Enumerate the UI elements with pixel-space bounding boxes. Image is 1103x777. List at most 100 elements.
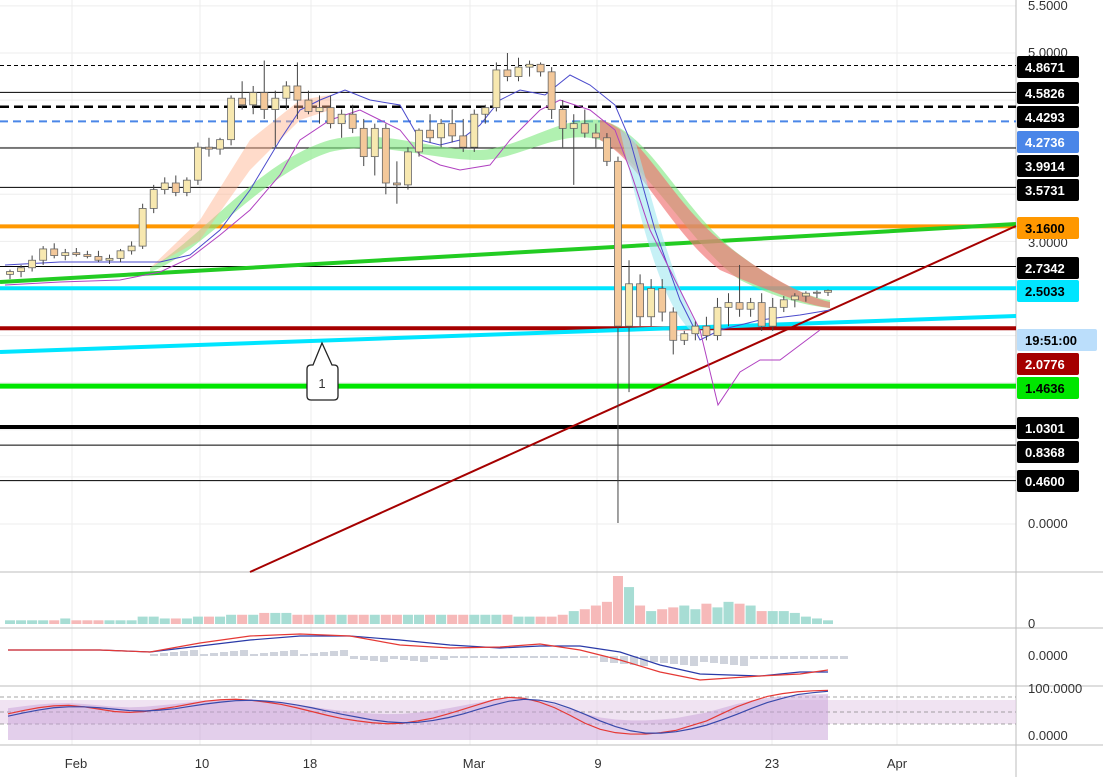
price-label-tag: 19:51:00: [1017, 329, 1097, 351]
macd-histogram-bar: [710, 656, 718, 663]
volume-bar: [281, 612, 292, 624]
macd-histogram-bar: [310, 653, 318, 656]
macd-histogram-bar: [170, 652, 178, 656]
candle: [757, 293, 766, 331]
volume-pane: [5, 576, 833, 624]
cyan-trendline: [0, 314, 1017, 354]
candle: [348, 104, 357, 134]
candle-body: [249, 92, 258, 106]
candle-body: [625, 283, 633, 327]
volume-bar: [49, 620, 60, 624]
macd-histogram-bar: [840, 656, 848, 659]
volume-axis-label: 0: [1028, 616, 1035, 631]
candle-body: [72, 252, 81, 255]
macd-histogram-bar: [590, 656, 598, 658]
price-label-tag: 3.1600: [1017, 217, 1079, 239]
price-label-bg: [1017, 280, 1079, 302]
volume-bar: [303, 614, 314, 624]
candle: [779, 296, 788, 313]
volume-bar: [789, 612, 800, 624]
candle: [636, 274, 644, 327]
candle: [61, 248, 70, 261]
macd-histogram-bar: [200, 654, 208, 656]
volume-bar: [336, 614, 347, 624]
orange-ribbon: [150, 95, 330, 268]
candle-body: [790, 295, 799, 301]
candle: [149, 184, 158, 214]
annotation-callout[interactable]: 1: [306, 341, 339, 401]
candle: [459, 118, 468, 152]
candle: [813, 290, 821, 298]
macd-histogram-bar: [480, 656, 488, 658]
price-label-tag: 1.4636: [1017, 377, 1079, 399]
volume-bar: [115, 620, 126, 624]
macd-histogram-bar: [190, 650, 198, 656]
price-label-tag: 4.4293: [1017, 106, 1079, 128]
candle-body: [558, 109, 567, 129]
candle-body: [271, 97, 280, 110]
macd-histogram-bar: [160, 653, 168, 656]
price-label-text: 2.7342: [1025, 261, 1065, 276]
x-axis-tick-label: Apr: [887, 756, 908, 771]
blue-band-line: [4, 74, 831, 341]
volume-bar: [170, 618, 181, 624]
candle: [569, 114, 578, 185]
x-axis-tick-label: 10: [195, 756, 209, 771]
candle: [127, 241, 136, 255]
macd-histogram-bar: [630, 656, 638, 665]
macd-histogram-bar: [340, 650, 348, 656]
candle: [768, 297, 777, 331]
candle: [50, 243, 59, 259]
candle: [415, 128, 423, 157]
macd-histogram-bar: [250, 654, 258, 656]
volume-bar: [82, 620, 93, 624]
candle-body: [415, 129, 423, 153]
candle-body: [238, 97, 247, 106]
signal-line: [8, 633, 829, 681]
volume-bar: [624, 587, 635, 624]
candle: [536, 62, 545, 77]
volume-bar: [535, 616, 546, 624]
candle: [337, 109, 346, 138]
candle-body: [149, 189, 158, 209]
candle: [547, 67, 556, 119]
volume-bar: [646, 611, 657, 624]
candle-body: [647, 288, 656, 318]
volume-bar: [568, 611, 579, 624]
macd-histogram-bar: [360, 656, 368, 660]
volume-bar: [226, 614, 237, 624]
candle-body: [160, 182, 169, 190]
macd-histogram-bar: [500, 656, 508, 658]
grid: [0, 0, 1016, 745]
candle-body: [636, 283, 644, 318]
candle-body: [680, 333, 689, 341]
price-label-bg: [1017, 417, 1079, 439]
volume-bar: [347, 614, 358, 624]
candle-body: [658, 288, 667, 313]
volume-bar: [557, 614, 568, 624]
volume-bar: [612, 576, 623, 624]
candle: [271, 90, 280, 148]
candle: [249, 85, 258, 115]
price-label-tag: 4.8671: [1017, 56, 1079, 78]
macd-histogram-bar: [720, 656, 728, 664]
volume-bar: [248, 614, 259, 624]
candle-body: [194, 146, 202, 181]
volume-bar: [104, 620, 115, 624]
volume-bar: [502, 614, 513, 624]
candle-body: [481, 107, 490, 115]
candle: [625, 260, 633, 393]
candle-body: [779, 299, 788, 308]
candle: [503, 53, 512, 82]
candle-body: [116, 250, 125, 259]
volume-bar: [701, 603, 712, 624]
candle: [138, 203, 147, 249]
volume-bar: [414, 614, 424, 624]
chart-drawings[interactable]: [0, 65, 1017, 573]
macd-histogram-bar: [830, 656, 838, 659]
candle-body: [171, 182, 180, 193]
candle-body: [105, 257, 114, 261]
macd-histogram-bar: [750, 656, 758, 659]
candle: [392, 161, 401, 204]
